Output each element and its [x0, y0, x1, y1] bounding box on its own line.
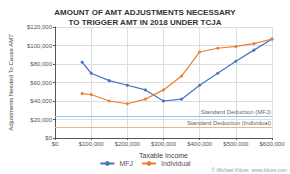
svg-text:Standard Deduction (MFJ): Standard Deduction (MFJ)	[201, 109, 271, 115]
svg-text:$0: $0	[52, 141, 59, 147]
svg-text:$100,000: $100,000	[79, 141, 105, 147]
svg-text:$600,000: $600,000	[259, 141, 285, 147]
svg-text:$300,000: $300,000	[151, 141, 177, 147]
svg-text:AMOUNT OF AMT ADJUSTMENTS NECE: AMOUNT OF AMT ADJUSTMENTS NECESSARY	[54, 8, 236, 17]
svg-text:$80,000: $80,000	[30, 61, 52, 67]
svg-text:MFJ: MFJ	[119, 160, 133, 167]
svg-text:$20,000: $20,000	[30, 117, 52, 123]
svg-text:$60,000: $60,000	[30, 80, 52, 86]
svg-text:$120,000: $120,000	[27, 24, 53, 30]
svg-text:$0: $0	[45, 135, 52, 141]
svg-text:$40,000: $40,000	[30, 98, 52, 104]
svg-text:Standard Deduction (Individual: Standard Deduction (Individual)	[187, 120, 271, 126]
svg-text:Individual: Individual	[161, 160, 191, 167]
svg-text:$400,000: $400,000	[187, 141, 213, 147]
svg-text:Adjustments Needed To Cause AM: Adjustments Needed To Cause AMT	[8, 34, 14, 131]
svg-text:Taxable Income: Taxable Income	[139, 152, 188, 159]
svg-text:$500,000: $500,000	[223, 141, 249, 147]
svg-text:$100,000: $100,000	[27, 43, 53, 49]
svg-text:TO TRIGGER AMT IN 2018 UNDER T: TO TRIGGER AMT IN 2018 UNDER TCJA	[69, 18, 222, 27]
svg-text:$200,000: $200,000	[115, 141, 141, 147]
svg-text:© Michael Kitces www.kitces.c: © Michael Kitces www.kitces.com	[211, 167, 287, 173]
